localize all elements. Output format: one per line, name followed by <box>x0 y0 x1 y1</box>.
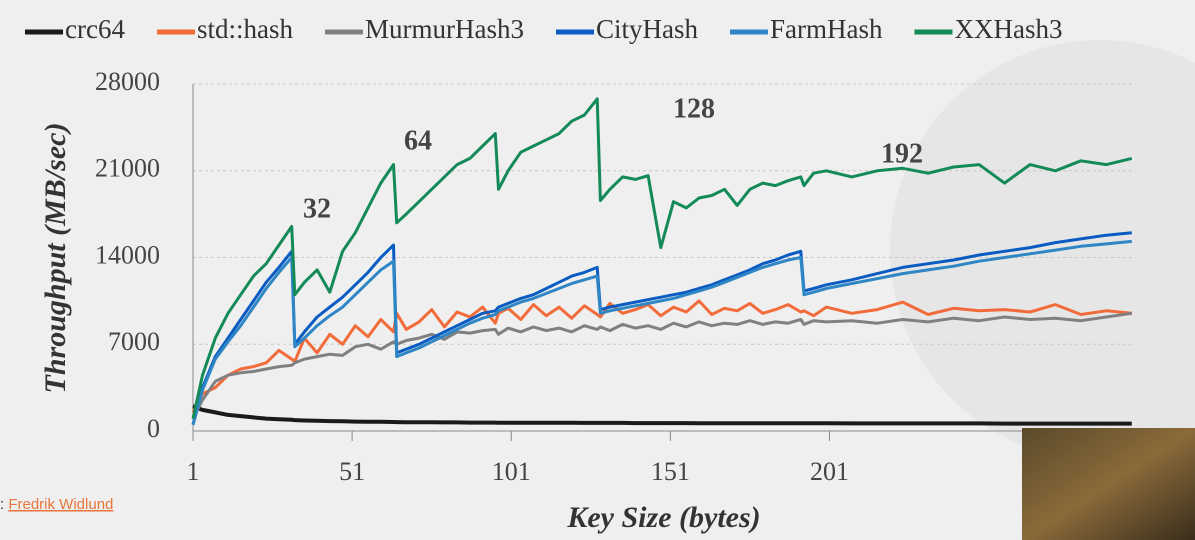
y-tick-label: 14000 <box>95 240 160 269</box>
y-axis-label: Throughput (MB/sec) <box>39 123 72 394</box>
x-tick-label: 101 <box>492 457 531 486</box>
y-tick-label: 21000 <box>95 154 160 183</box>
webcam-overlay <box>1022 428 1195 540</box>
x-tick-label: 1 <box>187 457 200 486</box>
annotation: 128 <box>673 93 715 124</box>
annotation: 64 <box>404 125 432 156</box>
x-axis-label: Key Size (bytes) <box>566 501 760 534</box>
series-line <box>191 97 1133 419</box>
legend-label: crc64 <box>65 14 125 44</box>
legend-label: FarmHash <box>770 14 883 44</box>
annotation: 192 <box>881 138 923 169</box>
series-line <box>191 231 1132 426</box>
y-tick-label: 7000 <box>108 327 160 356</box>
legend-label: XXHash3 <box>954 14 1062 44</box>
legend-label: MurmurHash3 <box>365 14 524 44</box>
caption-link[interactable]: Fredrik Widlund <box>8 496 113 513</box>
annotation: 32 <box>303 193 331 224</box>
legend-label: std::hash <box>197 14 294 44</box>
series-line <box>191 239 1132 426</box>
legend-label: CityHash <box>596 14 699 44</box>
caption: : Fredrik Widlund <box>0 496 113 513</box>
x-tick-label: 151 <box>651 457 690 486</box>
y-tick-label: 28000 <box>95 67 160 96</box>
background-logo <box>890 40 1195 460</box>
x-tick-label: 201 <box>810 457 849 486</box>
series-line <box>191 299 1132 414</box>
caption-prefix: : <box>0 496 4 513</box>
y-tick-label: 0 <box>147 414 160 443</box>
series-line <box>191 311 1133 420</box>
x-tick-label: 51 <box>339 457 365 486</box>
series-line <box>192 404 1132 426</box>
